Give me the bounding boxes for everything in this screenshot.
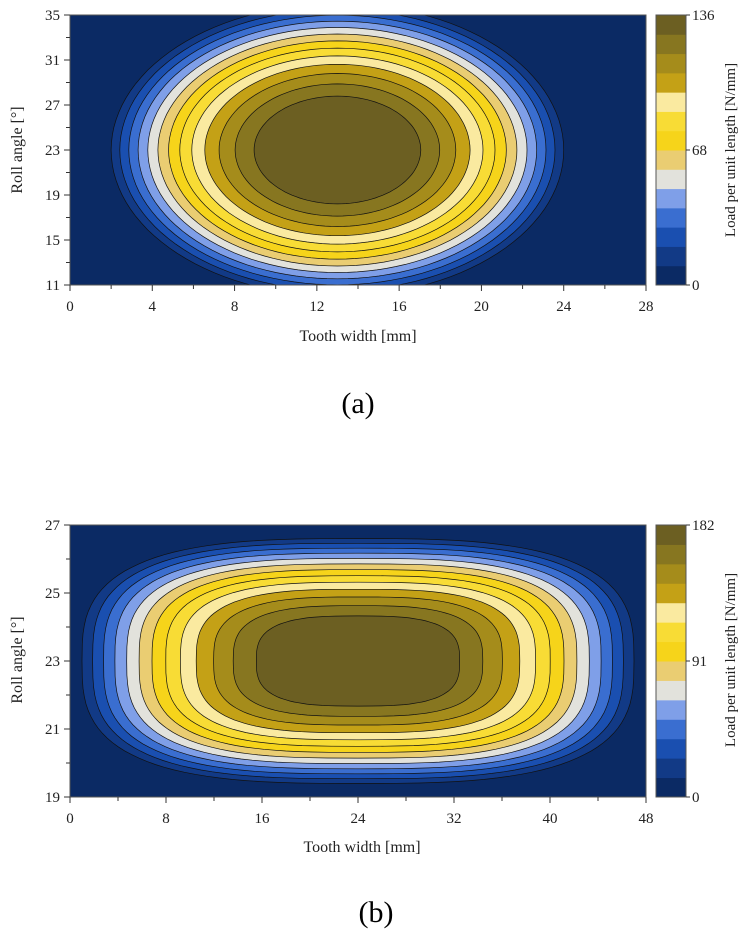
colorbar-tick-label: 68 (692, 143, 707, 159)
x-tick-label: 8 (231, 299, 239, 315)
x-tick-label: 24 (556, 299, 572, 315)
colorbar-segment (656, 583, 686, 604)
colorbar-segment (656, 92, 686, 112)
x-tick-label: 48 (639, 811, 654, 827)
y-tick-label: 19 (45, 790, 60, 806)
colorbar-segment (656, 602, 686, 623)
contour-panel-b: 0 8 16 24 32 40 48 19 21 23 25 27 Tooth width [mm]… (9, 518, 739, 929)
panel-label-b: (b) (359, 896, 394, 929)
x-tick-label: 16 (392, 299, 408, 315)
colorbar-tick-label: 0 (692, 790, 700, 806)
x-tick-label: 0 (66, 299, 74, 315)
colorbar-segment (656, 150, 686, 170)
y-tick-label: 27 (45, 518, 61, 534)
colorbar-ticks-a: 0 68 136 (686, 8, 715, 294)
colorbar-segment (656, 15, 686, 35)
y-axis-title-a: Roll angle [°] (9, 106, 26, 193)
y-axis-title-b: Roll angle [°] (9, 616, 26, 703)
colorbar-tick-label: 136 (692, 8, 715, 24)
colorbar-tick-label: 91 (692, 654, 707, 670)
x-tick-label: 8 (162, 811, 170, 827)
colorbar-segment (656, 72, 686, 93)
colorbar-segment (656, 53, 686, 74)
colorbar-tick-label: 0 (692, 278, 700, 294)
colorbar-a (655, 14, 687, 286)
x-axis-ticks-b: 0 8 16 24 32 40 48 (66, 797, 654, 827)
y-tick-label: 19 (45, 188, 60, 204)
colorbar-ticks-b: 0 91 182 (686, 518, 715, 806)
colorbar-segment (656, 265, 686, 286)
y-tick-label: 23 (45, 654, 60, 670)
x-axis-title-a: Tooth width [mm] (299, 328, 416, 345)
colorbar-segment (656, 34, 686, 55)
contour-band-b-13 (256, 615, 460, 707)
y-tick-label: 31 (45, 53, 60, 69)
y-tick-label: 23 (45, 143, 60, 159)
colorbar-tick-label: 182 (692, 518, 715, 534)
colorbar-segment (656, 207, 686, 228)
contour-fills-b (81, 538, 635, 784)
x-tick-label: 28 (639, 299, 654, 315)
x-tick-label: 16 (255, 811, 271, 827)
contour-band-a-13 (253, 95, 422, 205)
colorbar-segment (656, 227, 686, 247)
x-axis-ticks-a: 0 4 8 12 16 20 24 28 (66, 285, 654, 315)
x-tick-label: 12 (309, 299, 324, 315)
x-tick-label: 0 (66, 811, 74, 827)
y-axis-ticks-a: 11 15 19 23 27 31 35 (45, 8, 70, 294)
colorbar-segment (656, 777, 686, 798)
colorbar-segment (656, 111, 686, 132)
colorbar-segment (656, 661, 686, 681)
colorbar-segment (656, 719, 686, 740)
panel-label-a: (a) (341, 387, 374, 420)
colorbar-segment (656, 758, 686, 779)
contour-fills-a (110, 15, 565, 285)
y-tick-label: 21 (45, 722, 60, 738)
y-tick-label: 35 (45, 8, 60, 24)
x-tick-label: 4 (149, 299, 157, 315)
x-tick-label: 40 (543, 811, 558, 827)
colorbar-segment (656, 680, 686, 701)
colorbar-segment (656, 622, 686, 643)
colorbar-segment (656, 641, 686, 662)
colorbar-title-a: Load per unit length [N/mm] (723, 63, 739, 237)
y-tick-label: 25 (45, 586, 60, 602)
colorbar-segment (656, 563, 686, 584)
y-tick-label: 15 (45, 233, 60, 249)
colorbar-segment (656, 544, 686, 565)
y-axis-ticks-b: 19 21 23 25 27 (45, 518, 70, 806)
x-axis-title-b: Tooth width [mm] (303, 839, 420, 856)
colorbar-title-b: Load per unit length [N/mm] (723, 573, 739, 747)
colorbar-segment (656, 246, 686, 267)
colorbar-segment (656, 525, 686, 545)
colorbar-segment (656, 188, 686, 209)
x-tick-label: 32 (447, 811, 462, 827)
colorbar-b (655, 524, 687, 798)
colorbar-segment (656, 130, 686, 151)
colorbar-segment (656, 699, 686, 720)
colorbar-segment (656, 169, 686, 190)
x-tick-label: 24 (351, 811, 367, 827)
y-tick-label: 11 (46, 278, 60, 294)
x-tick-label: 20 (474, 299, 489, 315)
contour-panel-a: 0 4 8 12 16 20 24 28 11 15 19 23 27 31 35 Tooth width… (9, 8, 739, 420)
y-tick-label: 27 (45, 98, 61, 114)
colorbar-segment (656, 738, 686, 759)
